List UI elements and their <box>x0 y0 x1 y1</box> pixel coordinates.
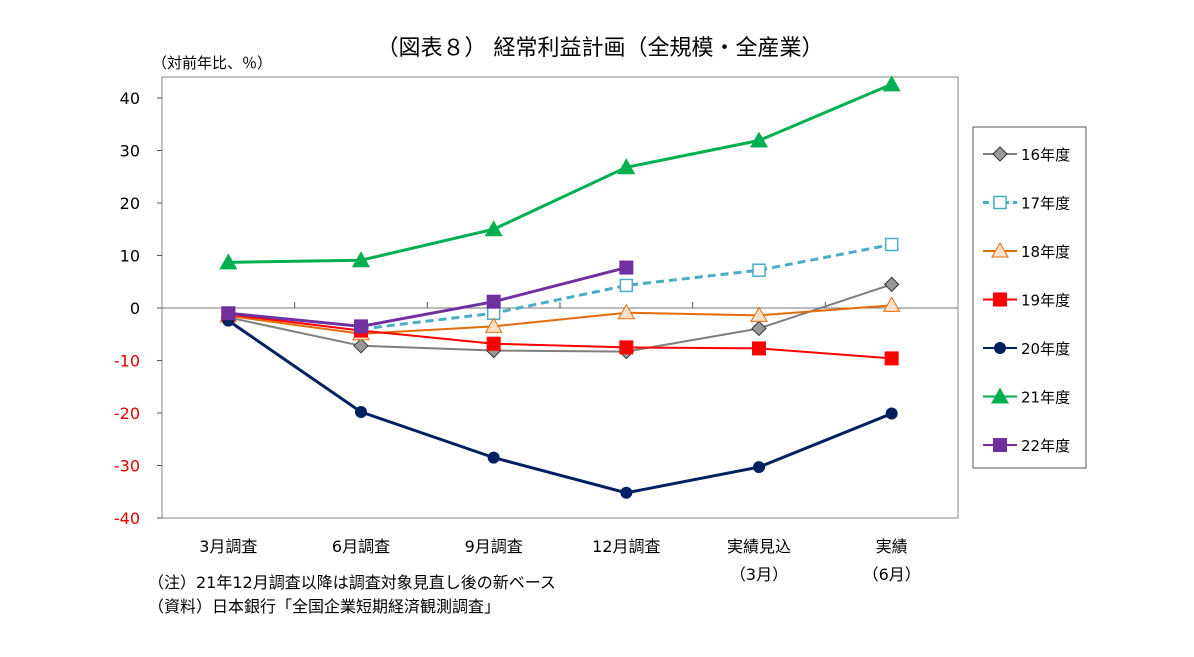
legend-marker <box>994 342 1006 354</box>
series-line-16年度 <box>228 283 892 353</box>
legend-marker <box>993 292 1007 307</box>
data-point <box>484 317 503 333</box>
y-tick-label: -20 <box>114 404 140 423</box>
y-tick-label: -40 <box>114 509 140 528</box>
note-text: （注）21年12月調査以降は調査対象見直し後の新ベース <box>148 573 556 592</box>
legend-marker <box>992 146 1008 162</box>
source-text: （資料）日本銀行「全国企業短期経済観測調査」 <box>148 597 500 616</box>
data-point <box>219 253 238 270</box>
legend-marker <box>993 438 1007 452</box>
legend-marker <box>993 195 1007 210</box>
data-point <box>882 296 901 312</box>
data-point <box>353 338 369 354</box>
data-point <box>751 320 767 337</box>
y-tick-label: 40 <box>120 89 140 108</box>
data-point <box>619 260 634 275</box>
data-point <box>753 461 765 474</box>
legend-label: 21年度 <box>1021 389 1070 407</box>
data-point <box>750 131 768 148</box>
y-tick-label: -10 <box>114 352 140 371</box>
legend-label: 20年度 <box>1021 340 1070 358</box>
data-point <box>221 306 236 321</box>
series-line-21年度 <box>228 82 893 264</box>
x-tick-sublabel: （6月） <box>863 565 921 584</box>
data-point <box>884 237 899 252</box>
data-point <box>750 306 768 322</box>
chart-title: （図表８） 経常利益計画（全規模・全産業） <box>377 36 824 61</box>
series-line-22年度 <box>228 266 627 328</box>
x-tick-label: 6月調査 <box>332 537 390 556</box>
data-point <box>619 340 634 355</box>
y-axis-label: （対前年比、％） <box>152 54 272 72</box>
data-point <box>355 405 367 418</box>
series-line-20年度 <box>227 319 893 495</box>
data-point <box>617 158 636 175</box>
legend-label: 18年度 <box>1021 243 1070 261</box>
data-point <box>884 351 899 366</box>
x-tick-label: 実績見込 <box>727 537 791 556</box>
x-tick-label: 実績 <box>876 537 908 556</box>
data-point <box>620 486 633 499</box>
data-point <box>484 220 503 237</box>
legend-label: 17年度 <box>1021 195 1070 213</box>
legend-marker <box>991 241 1009 258</box>
data-point <box>752 263 766 277</box>
data-point <box>885 407 898 420</box>
data-point <box>486 336 501 351</box>
legend-box <box>972 126 1087 469</box>
series-line-17年度 <box>360 243 892 331</box>
x-tick-label: 9月調査 <box>465 537 523 556</box>
data-point <box>486 294 501 309</box>
x-tick-sublabel: （3月） <box>730 565 788 584</box>
legend-label: 22年度 <box>1021 437 1070 455</box>
data-point <box>882 75 901 92</box>
data-point <box>883 276 900 293</box>
plot-frame <box>161 76 959 519</box>
data-point <box>752 341 766 356</box>
legend-label: 19年度 <box>1021 292 1070 310</box>
data-point <box>619 278 634 293</box>
data-point <box>354 319 368 334</box>
y-tick-label: 10 <box>120 247 140 266</box>
legend-marker <box>991 387 1009 404</box>
y-tick-label: 0 <box>130 299 140 318</box>
series-line-18年度 <box>228 304 892 335</box>
y-tick-label: -30 <box>114 457 140 476</box>
y-tick-label: 20 <box>120 194 140 213</box>
y-tick-label: 30 <box>120 142 140 161</box>
series-line-19年度 <box>228 313 892 360</box>
data-point <box>617 303 636 320</box>
legend-label: 16年度 <box>1021 146 1070 164</box>
data-point <box>487 451 500 464</box>
x-tick-label: 12月調査 <box>592 537 660 556</box>
data-point <box>352 251 370 268</box>
x-tick-label: 3月調査 <box>199 537 257 556</box>
